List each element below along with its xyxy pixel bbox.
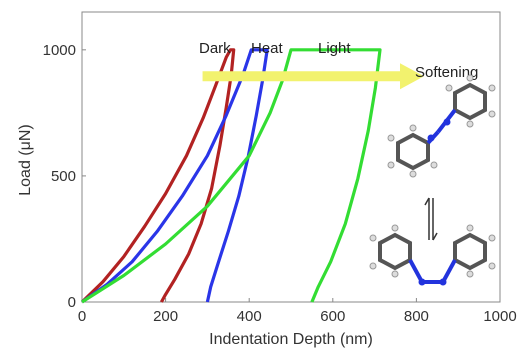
x-axis-title: Indentation Depth (nm) [209, 331, 373, 348]
x-tick-label: 0 [78, 308, 86, 325]
y-tick-label: 500 [51, 168, 76, 185]
softening-arrow-head [400, 63, 424, 90]
series-line-heat [81, 48, 269, 304]
y-axis-title: Load (μN) [17, 124, 34, 195]
softening-arrow [202, 63, 424, 90]
cis-azobenzene-molecule-icon [369, 224, 496, 286]
series-label-heat: Heat [251, 40, 284, 57]
isomerization-equilibrium-icon [424, 197, 438, 241]
series-lines [80, 48, 382, 304]
axis-ticks: 0 200 400 600 800 1000 0 500 1000 [43, 42, 517, 325]
x-tick-label: 200 [153, 308, 178, 325]
trans-azobenzene-molecule-icon [387, 74, 496, 178]
softening-label: Softening [415, 64, 478, 81]
x-tick-label: 800 [404, 308, 429, 325]
series-line-dark [80, 48, 236, 304]
series-label-light: Light [318, 40, 351, 57]
plot-area [81, 11, 501, 303]
x-tick-label: 600 [320, 308, 345, 325]
x-tick-label: 400 [237, 308, 262, 325]
series-label-dark: Dark [199, 40, 231, 57]
y-tick-label: 1000 [43, 42, 76, 59]
series-line-light [81, 48, 382, 304]
x-tick-label: 1000 [483, 308, 516, 325]
y-tick-label: 0 [68, 294, 76, 311]
